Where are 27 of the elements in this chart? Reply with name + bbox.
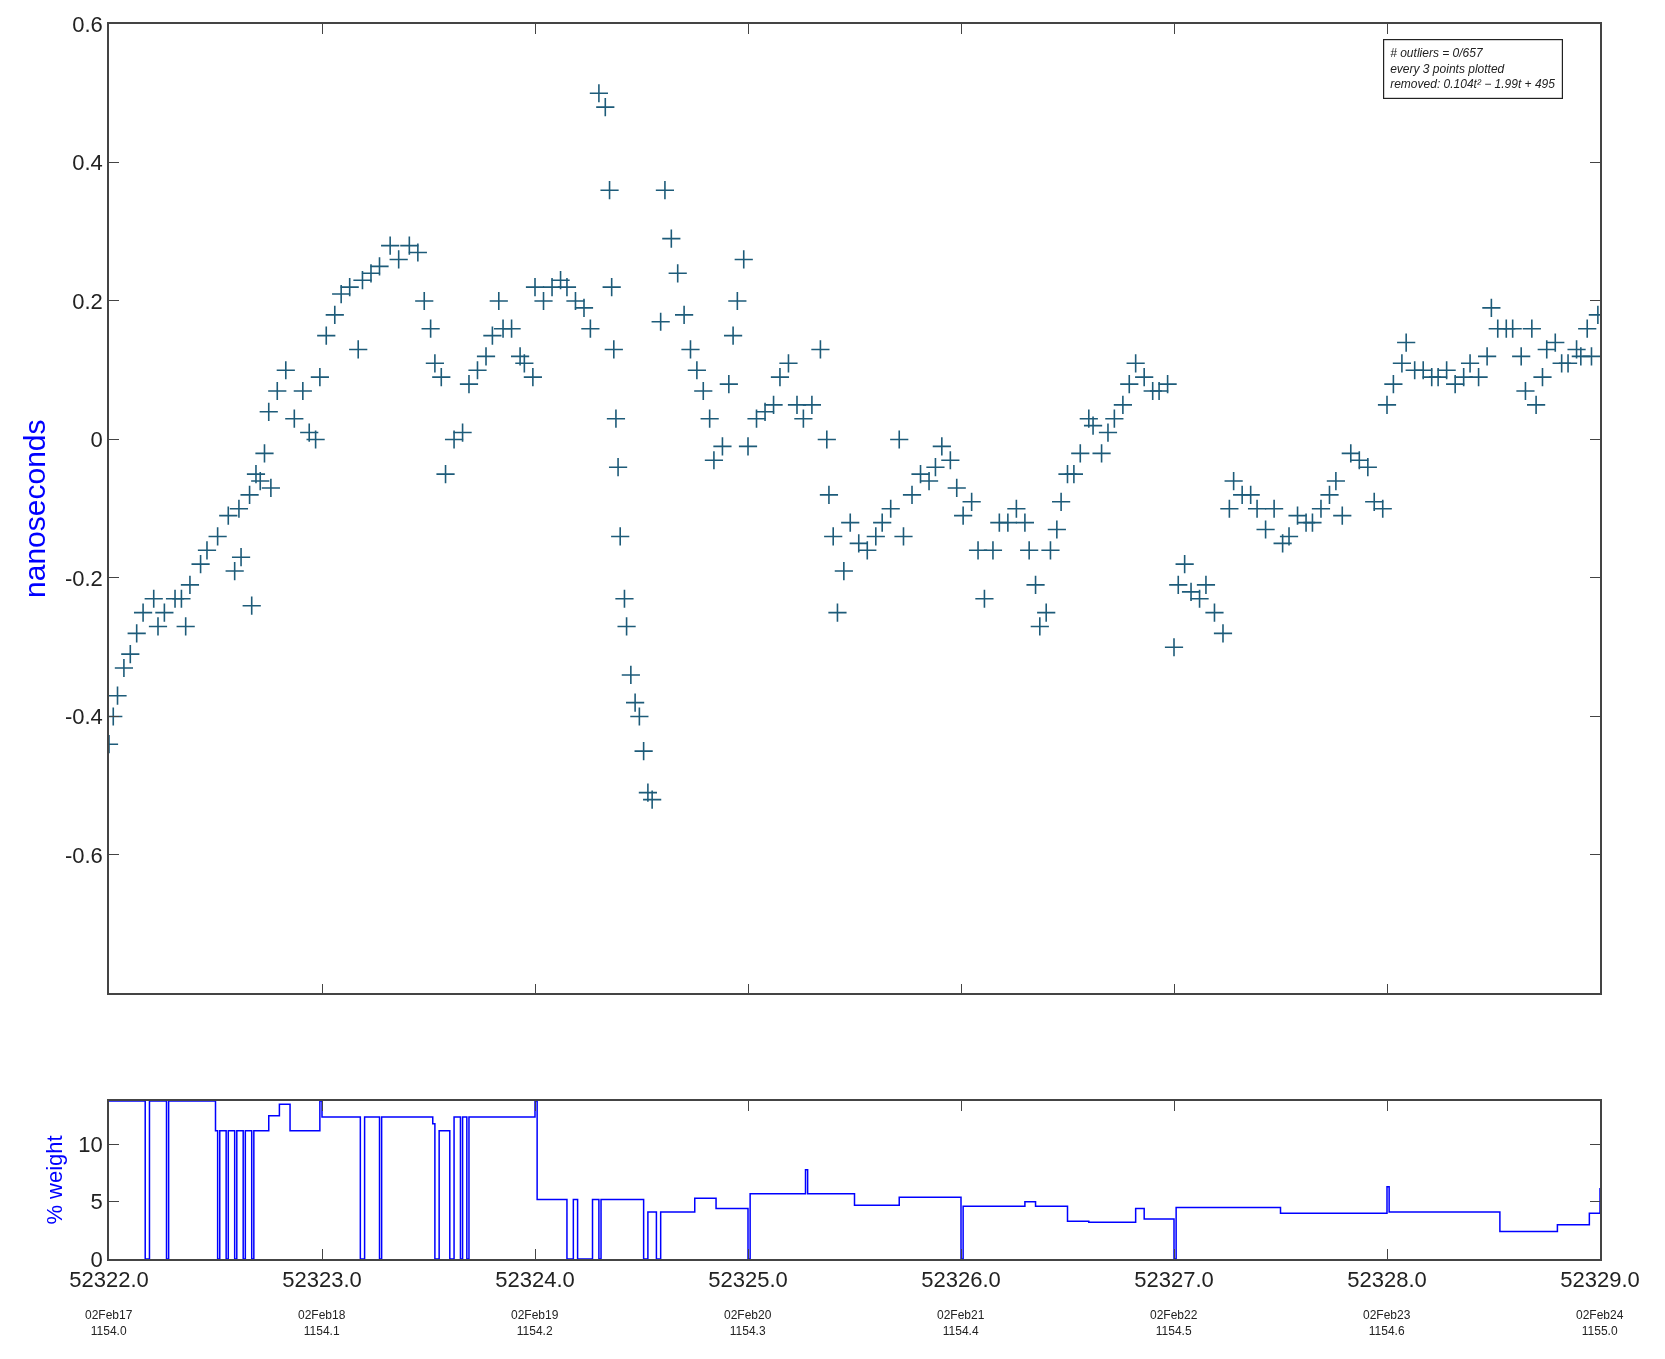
text: 02Feb21 1154.4 <box>937 1308 985 1338</box>
x-tick-label: 52324.0 <box>495 1267 575 1293</box>
text: 02Feb24 1155.0 <box>1576 1308 1624 1338</box>
x-tick-label: 52325.0 <box>708 1267 788 1293</box>
text: 02Feb22 1154.5 <box>1150 1308 1198 1338</box>
annotation: # outliers = 0/657 every 3 points plotted removed: 0.104t² − 1.99t + 495 <box>1390 46 1556 92</box>
text: 02Feb17 1154.0 <box>85 1308 133 1338</box>
y-tick-label: 0.4 <box>72 150 103 176</box>
x-tick-label: 52329.0 <box>1560 1267 1640 1293</box>
y-tick-label: 0.6 <box>72 11 103 37</box>
text: 02Feb19 1154.2 <box>511 1308 559 1338</box>
text: 02Feb23 1154.6 <box>1363 1308 1411 1338</box>
y-tick-label: 5 <box>90 1189 103 1215</box>
y-tick-label: 0 <box>90 427 103 453</box>
text: 02Feb18 1154.1 <box>298 1308 346 1338</box>
y-axis-title: % weight <box>41 1135 67 1225</box>
y-axis-title: nanoseconds <box>18 419 52 598</box>
text: 02Feb20 1154.3 <box>724 1308 772 1338</box>
y-tick-label: -0.4 <box>64 704 103 730</box>
y-tick-label: 10 <box>78 1132 103 1158</box>
x-tick-label: 52328.0 <box>1347 1267 1427 1293</box>
x-tick-label: 52327.0 <box>1134 1267 1214 1293</box>
x-tick-label: 52323.0 <box>282 1267 362 1293</box>
x-tick-label: 52326.0 <box>921 1267 1001 1293</box>
y-tick-label: -0.6 <box>64 842 103 868</box>
y-tick-label: -0.2 <box>64 565 103 591</box>
y-tick-label: 0.2 <box>72 288 103 314</box>
